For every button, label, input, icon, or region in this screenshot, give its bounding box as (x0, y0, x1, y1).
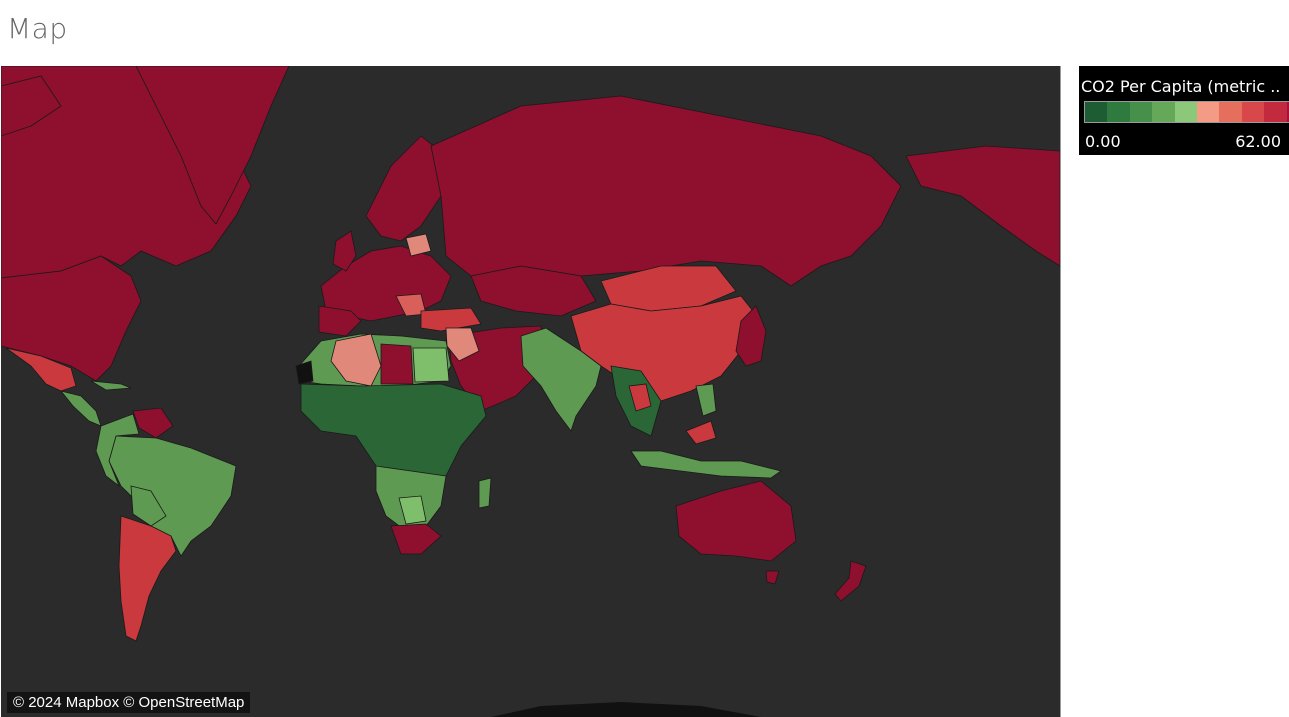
region-poland[interactable] (405, 233, 432, 257)
legend-swatch (1197, 102, 1220, 122)
region-iberia[interactable] (318, 305, 362, 337)
region-brazil[interactable] (108, 435, 237, 557)
region-turkey[interactable] (420, 307, 482, 332)
region-new-zealand[interactable] (834, 560, 867, 602)
world-map[interactable] (1, 66, 1060, 717)
region-australia[interactable] (675, 480, 797, 562)
legend-swatch (1107, 102, 1130, 122)
legend-swatch (1219, 102, 1242, 122)
region-india[interactable] (520, 327, 602, 432)
legend-swatch (1241, 102, 1265, 122)
region-bolivia-paraguay[interactable] (130, 485, 167, 527)
region-uk[interactable] (332, 230, 357, 272)
page-title: Map (7, 12, 68, 45)
region-colombia-peru[interactable] (95, 413, 140, 488)
map-view[interactable]: © 2024 Mapbox © OpenStreetMap (1, 66, 1061, 717)
region-mexico[interactable] (5, 347, 77, 392)
region-greenland[interactable] (135, 66, 290, 225)
region-indonesia[interactable] (630, 450, 782, 479)
region-western-sahara[interactable] (295, 360, 314, 385)
region-alaska-west[interactable] (1, 75, 62, 137)
region-iraq-syria[interactable] (445, 327, 480, 362)
region-egypt[interactable] (412, 347, 450, 383)
legend-swatch (1129, 102, 1153, 122)
region-philippines[interactable] (695, 383, 717, 417)
region-alaska-east[interactable] (905, 145, 1060, 267)
region-south-africa[interactable] (390, 523, 442, 555)
region-antarctica-edge (491, 702, 761, 717)
region-tasmania[interactable] (765, 570, 780, 585)
region-botswana[interactable] (398, 495, 427, 525)
legend-swatch (1152, 102, 1175, 122)
legend-min-value: 0.00 (1085, 132, 1121, 151)
color-legend: CO2 Per Capita (metric .. 0.00 62.00 (1079, 66, 1289, 155)
region-thailand[interactable] (628, 383, 652, 412)
region-madagascar[interactable] (478, 477, 492, 509)
legend-swatch (1085, 102, 1108, 122)
map-attribution[interactable]: © 2024 Mapbox © OpenStreetMap (7, 692, 251, 713)
legend-swatch (1264, 102, 1287, 122)
region-japan[interactable] (735, 305, 767, 367)
region-kazakhstan[interactable] (470, 265, 597, 317)
legend-title: CO2 Per Capita (metric .. (1081, 77, 1281, 96)
region-venezuela[interactable] (132, 407, 174, 439)
legend-color-ramp (1084, 101, 1289, 123)
region-malaysia[interactable] (685, 420, 717, 445)
legend-swatch (1174, 102, 1198, 122)
region-libya[interactable] (380, 343, 414, 385)
legend-swatch (1286, 102, 1289, 122)
region-argentina-chile[interactable] (118, 515, 177, 642)
region-cuba[interactable] (90, 380, 132, 391)
legend-max-value: 62.00 (1235, 132, 1281, 151)
